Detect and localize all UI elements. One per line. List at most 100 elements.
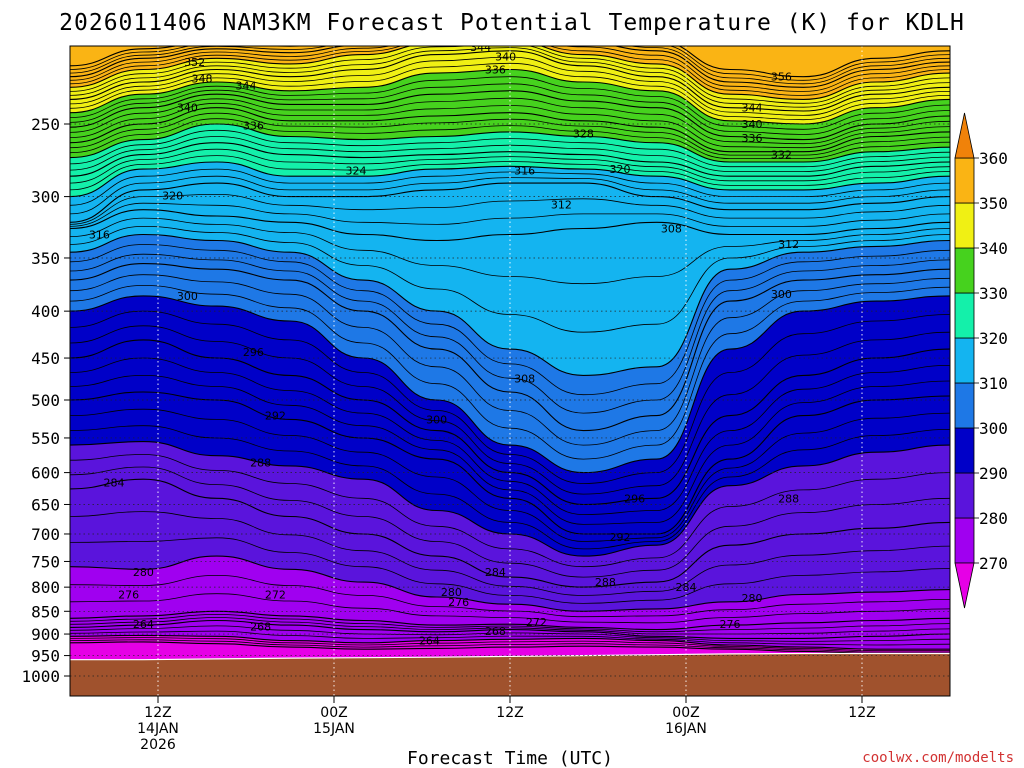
contour-label: 288 bbox=[250, 457, 271, 470]
contour-label: 328 bbox=[573, 127, 594, 140]
contour-label: 320 bbox=[162, 189, 183, 202]
x-tick-label: 00Z bbox=[672, 705, 699, 721]
isentrope-minor bbox=[70, 47, 950, 108]
colorbar-label: 350 bbox=[979, 194, 1008, 213]
colorbar-segment bbox=[954, 337, 975, 384]
isentrope-272 bbox=[70, 619, 950, 639]
colorbar-label: 330 bbox=[979, 284, 1008, 303]
chart-title: 2026011406 NAM3KM Forecast Potential Tem… bbox=[59, 10, 965, 36]
contour-label: 292 bbox=[265, 410, 286, 423]
x-tick-label: 16JAN bbox=[665, 721, 707, 737]
contour-label: 264 bbox=[133, 618, 154, 631]
isentrope-minor bbox=[70, 46, 950, 81]
colorbar-label: 270 bbox=[979, 554, 1008, 573]
colorbar-max-arrow bbox=[954, 112, 975, 159]
contour-label: 336 bbox=[485, 63, 506, 76]
contour-label: 296 bbox=[243, 346, 264, 359]
contour-label: 272 bbox=[265, 589, 286, 602]
colorbar-label: 300 bbox=[979, 419, 1008, 438]
contour-label: 296 bbox=[624, 492, 645, 505]
colorbar-segment bbox=[954, 247, 975, 294]
isentrope-minor bbox=[70, 46, 950, 96]
isentrope-288 bbox=[70, 441, 950, 557]
isentrope-332 bbox=[70, 107, 950, 153]
isentrope-348 bbox=[70, 46, 950, 100]
y-tick-label: 400 bbox=[31, 302, 60, 321]
isentrope-352 bbox=[70, 46, 950, 88]
contour-label: 272 bbox=[526, 616, 547, 629]
isentrope-minor bbox=[70, 97, 950, 145]
colorbar-segment bbox=[954, 382, 975, 429]
contour-label: 284 bbox=[104, 476, 125, 489]
isentrope-minor bbox=[70, 129, 950, 168]
isentrope-296 bbox=[70, 339, 950, 506]
colorbar: 270 280 290 300 310 320 330 340 350 360 bbox=[954, 112, 1008, 609]
isentrope-300 bbox=[70, 295, 950, 474]
x-tick-label: 12Z bbox=[496, 705, 523, 721]
x-tick-label: 00Z bbox=[320, 705, 347, 721]
contour-label: 284 bbox=[676, 581, 697, 594]
contour-label: 280 bbox=[742, 592, 763, 605]
colorbar-label: 280 bbox=[979, 509, 1008, 528]
colorbar-label: 360 bbox=[979, 149, 1008, 168]
contour-label: 308 bbox=[661, 222, 682, 235]
isentrope-276 bbox=[70, 610, 950, 631]
isentrope-292 bbox=[70, 391, 950, 535]
isentrope-312 bbox=[70, 209, 950, 242]
contour-label: 288 bbox=[778, 492, 799, 505]
colorbar-segment bbox=[954, 472, 975, 519]
y-tick-label: 550 bbox=[31, 429, 60, 448]
isentrope-minor bbox=[70, 574, 950, 618]
contour-label: 300 bbox=[177, 290, 198, 303]
colorbar-label: 320 bbox=[979, 329, 1008, 348]
isentrope-264 bbox=[70, 641, 950, 655]
contour-label: 356 bbox=[771, 71, 792, 84]
isentrope-minor bbox=[70, 225, 950, 333]
y-tick-label: 900 bbox=[31, 625, 60, 644]
isentrope-minor bbox=[70, 83, 950, 135]
isentrope-minor bbox=[70, 454, 950, 568]
contour-label: 312 bbox=[778, 238, 799, 251]
isentrope-minor bbox=[70, 374, 950, 525]
x-axis-label: Forecast Time (UTC) bbox=[407, 748, 613, 768]
isentrope-minor bbox=[70, 56, 950, 116]
contour-label: 308 bbox=[514, 373, 535, 386]
colorbar-segment bbox=[954, 517, 975, 564]
isentrope-minor bbox=[70, 466, 950, 578]
contour-label: 312 bbox=[551, 198, 572, 211]
colorbar-segment bbox=[954, 202, 975, 249]
isentrope-minor bbox=[70, 310, 950, 484]
isentrope-356 bbox=[70, 46, 950, 78]
colorbar-segment bbox=[954, 292, 975, 339]
contour-label: 316 bbox=[514, 165, 535, 178]
isentrope-minor bbox=[70, 46, 950, 92]
isentrope-minor bbox=[70, 155, 950, 191]
contour-label: 344 bbox=[236, 80, 257, 93]
colorbar-segment bbox=[954, 427, 975, 474]
contour-label: 268 bbox=[250, 620, 271, 633]
isentrope-336 bbox=[70, 90, 950, 141]
contour-label: 268 bbox=[485, 625, 506, 638]
isentrope-minor bbox=[70, 118, 950, 160]
isentrope-268 bbox=[70, 634, 950, 650]
contour-label: 300 bbox=[426, 413, 447, 426]
colorbar-min-arrow bbox=[954, 562, 975, 609]
isentrope-minor bbox=[70, 637, 950, 652]
y-tick-label: 300 bbox=[31, 188, 60, 207]
isentrope-minor bbox=[70, 613, 950, 633]
contour-label: 280 bbox=[133, 566, 154, 579]
isentrope-minor bbox=[70, 62, 950, 121]
isentrope-minor bbox=[70, 325, 950, 495]
contour-label: 316 bbox=[89, 229, 110, 242]
colorbar-segment bbox=[954, 157, 975, 204]
colorbar-label: 290 bbox=[979, 464, 1008, 483]
contour-label: 284 bbox=[485, 566, 506, 579]
contour-label: 352 bbox=[184, 56, 205, 69]
isentrope-minor bbox=[70, 148, 950, 184]
x-tick-label: 15JAN bbox=[313, 721, 355, 737]
contour-label: 348 bbox=[192, 72, 213, 85]
credit-text: coolwx.com/modelts bbox=[862, 750, 1014, 766]
colorbar-label: 340 bbox=[979, 239, 1008, 258]
y-tick-label: 950 bbox=[31, 647, 60, 666]
